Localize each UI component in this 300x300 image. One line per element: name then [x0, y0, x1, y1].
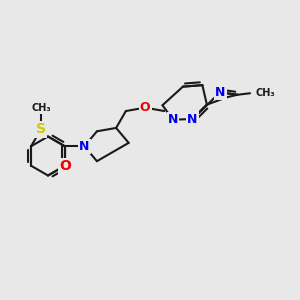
Text: N: N: [215, 86, 225, 99]
Text: CH₃: CH₃: [31, 103, 51, 113]
Text: CH₃: CH₃: [256, 88, 275, 98]
Text: N: N: [168, 113, 178, 126]
Text: S: S: [36, 122, 46, 136]
Text: O: O: [140, 101, 150, 114]
Text: N: N: [79, 140, 90, 153]
Text: N: N: [187, 112, 198, 126]
Text: O: O: [59, 159, 71, 173]
